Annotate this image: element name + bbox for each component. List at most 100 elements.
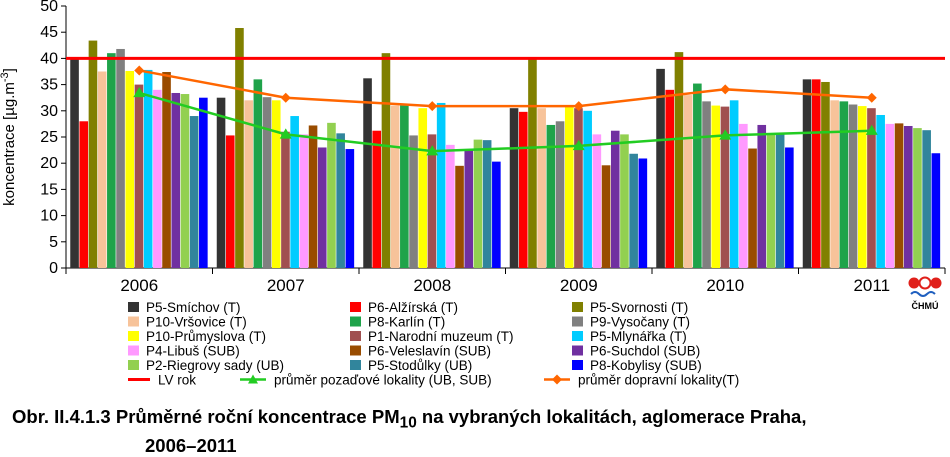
x-tick-label: 2007: [267, 276, 305, 295]
bar: [748, 148, 757, 268]
legend-label: průměr dopravní lokality(T): [578, 373, 739, 388]
legend-swatch: [350, 302, 361, 312]
legend-label: P5-Smíchov (T): [146, 300, 241, 315]
legend-label: P5-Svornosti (T): [590, 300, 688, 315]
bar: [308, 125, 318, 268]
bar: [857, 106, 867, 268]
bar: [785, 147, 794, 268]
bar: [143, 69, 153, 268]
bar: [70, 58, 79, 269]
bar: [518, 111, 528, 269]
legend-label: P4-Libuš (SUB): [146, 344, 240, 359]
line-marker: [280, 92, 291, 103]
legend-label: P6-Veleslavín (SUB): [368, 344, 491, 359]
x-tick-label: 2009: [560, 276, 598, 295]
line-marker: [865, 124, 878, 135]
bar: [290, 116, 299, 268]
bar: [244, 100, 253, 268]
bar: [88, 40, 98, 268]
bar: [867, 108, 876, 269]
line-marker: [426, 145, 439, 156]
y-tick-label: 30: [40, 103, 58, 120]
y-tick-label: 15: [40, 181, 58, 198]
y-tick-label: 20: [40, 155, 58, 172]
caption-line2: 2006–2011: [145, 434, 237, 456]
legend-marker: [552, 374, 562, 385]
bar: [162, 72, 171, 268]
bar: [931, 153, 941, 268]
bar: [848, 104, 858, 269]
legend-label: P5-Mlynářka (T): [590, 329, 687, 344]
bar: [564, 106, 574, 268]
bar: [79, 121, 89, 268]
bar: [537, 108, 546, 269]
y-tick-label: 45: [40, 24, 58, 41]
y-tick-label: 25: [40, 129, 58, 146]
figure-caption: Obr. II.4.1.3 Průměrné roční koncentrace…: [12, 406, 942, 457]
bar: [766, 133, 776, 268]
bar: [601, 165, 611, 268]
bar: [235, 28, 244, 269]
bar: [509, 108, 519, 269]
bar: [546, 124, 556, 268]
bar: [574, 108, 583, 269]
bar: [665, 89, 675, 268]
bar: [253, 79, 263, 268]
bar: [903, 125, 913, 268]
bar: [271, 100, 281, 268]
y-tick-label: 35: [40, 77, 58, 94]
bar: [418, 108, 428, 269]
bar: [620, 134, 629, 268]
bar: [555, 121, 565, 268]
y-tick-label: 10: [40, 208, 58, 225]
y-tick-label: 40: [40, 50, 58, 67]
bar: [821, 81, 830, 268]
legend-swatch: [572, 302, 583, 312]
line-marker: [427, 101, 438, 112]
y-axis-label: koncentrace [µg.m-3]: [0, 68, 18, 206]
line-marker: [572, 139, 585, 151]
legend-swatch: [572, 331, 583, 341]
bar: [446, 144, 455, 268]
line-marker: [133, 86, 146, 98]
line-marker: [573, 101, 584, 112]
legend-swatch: [572, 316, 583, 327]
bar: [97, 71, 107, 268]
bar: [473, 139, 483, 268]
chart: 0 5 10 15 20 25 30 35 40 45 50 koncentrace [µg.m-3]…: [0, 0, 946, 388]
legend-label: P5-Stodůlky (UB): [368, 358, 472, 373]
legend-swatch: [128, 345, 139, 356]
bar: [702, 101, 711, 268]
bar: [427, 134, 437, 268]
caption-subscript: 10: [399, 414, 417, 432]
legend-marker: [248, 374, 258, 384]
bar: [739, 123, 748, 269]
bar: [811, 79, 821, 268]
bar: [436, 102, 446, 268]
bar: [683, 95, 693, 268]
bar: [125, 70, 135, 268]
bar: [153, 89, 162, 268]
series-line: [139, 69, 872, 108]
bar: [262, 97, 272, 269]
y-tick-label: 0: [49, 260, 58, 277]
bar: [299, 134, 309, 268]
bar: [455, 165, 464, 268]
bar: [693, 83, 702, 268]
bar: [281, 131, 290, 268]
bar: [492, 161, 501, 268]
x-tick-label: 2010: [706, 276, 744, 295]
bar: [345, 149, 355, 268]
bar: [876, 114, 885, 268]
bar: [134, 84, 144, 268]
bar: [922, 130, 931, 268]
bar: [372, 130, 382, 268]
bar: [583, 110, 592, 268]
y-tick-label: 50: [40, 0, 58, 15]
bar: [638, 158, 648, 268]
bar: [107, 53, 116, 268]
legend-swatch: [350, 360, 361, 370]
legend-swatch: [128, 316, 139, 327]
bar: [720, 106, 730, 268]
legend-label: P10-Vršovice (T): [146, 315, 247, 330]
